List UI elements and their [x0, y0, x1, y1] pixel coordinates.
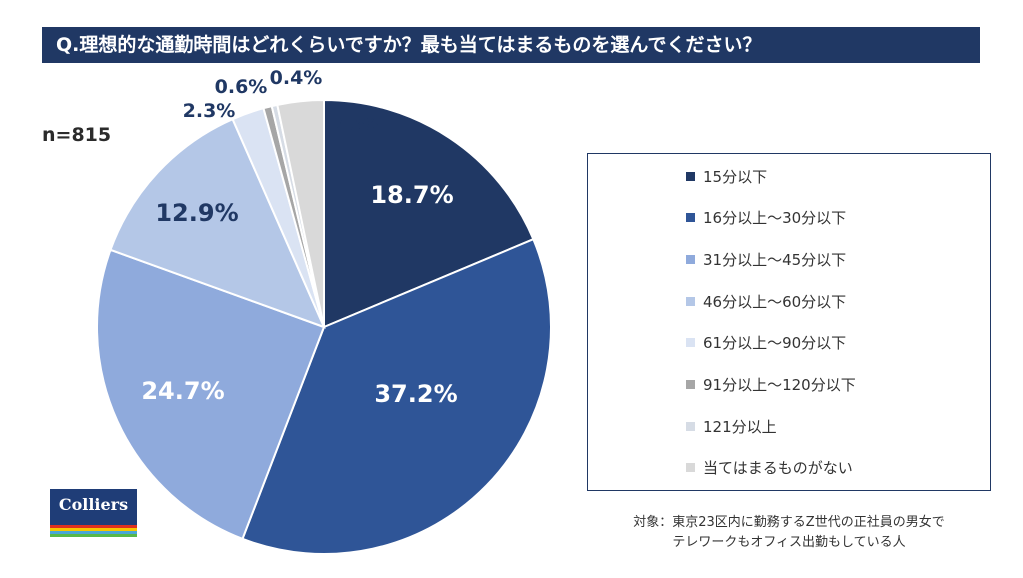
- colliers-logo: Colliers: [50, 489, 137, 537]
- legend-item-3: 31分以上〜45分以下: [686, 248, 846, 270]
- slice-label-6: 0.6%: [215, 76, 268, 98]
- slice-label-2: 37.2%: [374, 380, 457, 408]
- pie-slice-2: [241, 237, 552, 555]
- legend-swatch-1: [686, 171, 695, 181]
- legend-swatch-6: [686, 380, 695, 389]
- logo-stripe-blue: [50, 531, 137, 534]
- legend-label-1: 15分以下: [703, 167, 768, 186]
- logo-stripe-yellow: [50, 528, 137, 531]
- legend-swatch-7: [686, 421, 695, 431]
- slice-label-5: 2.3%: [183, 100, 236, 122]
- slice-label-3: 24.7%: [141, 377, 224, 405]
- pie-slice-8: [276, 98, 325, 328]
- legend-label-6: 91分以上〜120分以下: [703, 376, 856, 394]
- legend-item-2: 16分以上〜30分以下: [686, 207, 846, 229]
- legend-swatch-4: [686, 296, 695, 306]
- legend-item-5: 61分以上〜90分以下: [686, 332, 846, 354]
- legend-swatch-5: [686, 338, 695, 348]
- sample-size: n=815: [42, 124, 112, 146]
- legend-item-4: 46分以上〜60分以下: [686, 290, 846, 312]
- legend-swatch-2: [686, 213, 695, 223]
- slice-label-8: 3.3%: [331, 115, 378, 135]
- legend-item-6: 91分以上〜120分以下: [686, 374, 856, 396]
- footnote-line-2: テレワークもオフィス出勤もしている人: [672, 535, 906, 550]
- legend-label-8: 当てはまるものがない: [703, 459, 853, 478]
- pie-slice-3: [96, 248, 326, 541]
- legend-label-4: 46分以上〜60分以下: [703, 292, 847, 311]
- chart-title: Q.理想的な通勤時間はどれくらいですか？最も当てはまるものを選んでください？: [42, 27, 980, 63]
- slice-label-1: 18.7%: [370, 181, 453, 209]
- slice-label-7: 0.4%: [270, 67, 323, 89]
- legend-label-2: 16分以上〜30分以下: [703, 209, 847, 228]
- legend-item-8: 当てはまるものがない: [686, 457, 853, 479]
- footnote: 対象：東京23区内に勤務するZ世代の正社員の男女で テレワークもオフィス出勤もし…: [600, 513, 978, 553]
- legend-item-1: 15分以下: [686, 165, 767, 187]
- logo-stripe-green: [50, 534, 137, 537]
- logo-stripe-red: [50, 525, 137, 528]
- pie-slice-4: [109, 117, 326, 329]
- legend-item-7: 121分以上: [686, 415, 777, 437]
- footnote-line-1: 対象：東京23区内に勤務するZ世代の正社員の男女で: [633, 515, 945, 530]
- legend-swatch-3: [686, 254, 695, 264]
- legend: 15分以下 16分以上〜30分以下 31分以上〜45分以下 46分以上〜60分以下 61…: [587, 153, 991, 491]
- legend-label-5: 61分以上〜90分以下: [703, 334, 847, 353]
- legend-label-7: 121分以上: [703, 417, 777, 436]
- slice-label-4: 12.9%: [155, 199, 238, 227]
- legend-label-3: 31分以上〜45分以下: [703, 250, 847, 269]
- legend-swatch-8: [686, 463, 695, 473]
- pie-slice-1: [323, 98, 535, 329]
- logo-text: Colliers: [58, 495, 129, 514]
